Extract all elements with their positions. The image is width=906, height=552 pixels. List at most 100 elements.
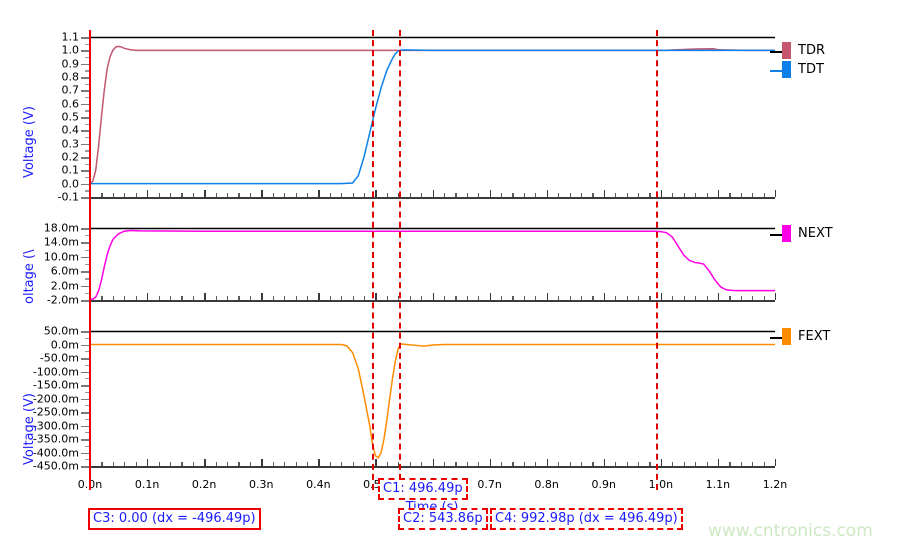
x-tick-minor [112,462,115,466]
x-tick-minor [284,193,286,197]
x-tick-minor [638,296,640,300]
cursor-c2[interactable] [399,30,402,490]
x-tick-minor [695,193,697,197]
x-tick-minor [124,462,126,466]
y-tick-label: 0.1 [61,163,80,177]
y-tick [81,50,90,52]
x-tick-major [660,190,663,197]
x-tick-minor [592,462,594,466]
x-tick-minor [729,296,731,300]
site-watermark: www.cntronics.com [708,521,873,541]
legend-item-fext[interactable]: FEXT [782,328,830,345]
x-tick-minor [421,296,423,300]
x-tick-minor [580,193,583,197]
x-tick-minor [683,462,685,466]
x-tick-major [717,293,720,300]
x-tick-major [432,293,434,300]
y-tick [81,452,90,455]
x-tick-minor [398,296,400,300]
x-tick-minor [558,193,560,197]
x-tick-minor [421,193,423,197]
x-tick-minor [443,462,446,466]
cursor-annotation-c2[interactable]: C2: 543.86p [398,508,488,530]
legend-item-next[interactable]: NEXT [782,225,833,242]
y-tick [81,439,90,441]
x-tick-minor [112,296,115,300]
y-tick-minor [85,137,90,139]
x-tick-minor [466,462,468,466]
y-tick-minor [85,249,90,251]
x-tick-minor [101,462,103,466]
x-tick-minor [158,296,160,300]
y-tick [81,242,90,244]
y-tick [81,63,90,66]
x-tick-major [603,293,606,300]
x-tick-minor [558,462,560,466]
x-tick-minor [398,462,400,466]
next-panel [89,227,775,301]
cursor-annotation-c4[interactable]: C4: 992.98p (dx = 496.49p) [490,508,683,530]
x-tick-minor [306,193,309,197]
y-tick-minor [85,378,90,380]
x-axis-spine [90,300,775,302]
cursor-c4[interactable] [655,30,658,490]
trace-tdt [90,49,775,185]
y-tick-label: 0.8 [61,70,80,84]
x-tick-label: 0.8n [534,478,559,491]
x-tick-major [489,459,491,466]
x-tick-major [546,293,549,300]
x-tick-major [375,459,377,466]
cursor-c3[interactable] [89,30,91,490]
legend-dash-next [770,234,782,236]
tdr-tdt-traces [89,36,775,185]
fext-trace [90,330,775,460]
x-tick-label: 0.3n [249,478,274,491]
x-tick-minor [238,462,240,466]
x-tick-minor [649,193,651,197]
cursor-annotation-c1[interactable]: C1: 496.49p [378,478,468,500]
x-tick-major [717,190,720,197]
x-tick-minor [238,296,240,300]
y-tick-minor [85,235,90,237]
x-tick-minor [364,296,366,300]
x-axis-spine [90,466,775,468]
x-tick-major [660,459,663,466]
x-tick-major [375,190,377,197]
x-tick-major [204,293,206,300]
x-tick-major [147,293,149,300]
y-tick-label: 0.3 [61,137,80,151]
y-tick-label: 50.0m [43,324,79,338]
x-tick-minor [169,462,172,466]
x-tick-minor [626,462,628,466]
trace-next [89,229,775,301]
cursor-c1[interactable] [372,30,375,490]
legend-item-tdt[interactable]: TDT [782,61,824,78]
y-tick [81,344,90,347]
x-tick-minor [364,462,366,466]
x-tick-minor [227,462,229,466]
y-tick [81,271,90,273]
x-tick-minor [752,296,754,300]
x-tick-minor [284,296,286,300]
legend-item-tdr[interactable]: TDR [782,42,825,59]
y-tick-minor [85,177,90,179]
x-tick-minor [181,193,183,197]
cursor-annotation-c3[interactable]: C3: 0.00 (dx = -496.49p) [88,508,261,530]
legend-label-tdt: TDT [798,62,824,77]
x-tick-minor [272,462,274,466]
x-tick-label: 0.2n [191,478,217,491]
x-tick-minor [672,193,674,197]
x-tick-minor [443,193,446,197]
x-tick-major [318,459,320,466]
x-tick-minor [626,193,628,197]
x-tick-minor [329,462,331,466]
y-tick-minor [85,83,90,85]
y-tick [81,300,90,302]
y-tick-minor [85,150,90,152]
y-tick-minor [85,405,90,407]
y-tick [81,183,90,186]
x-tick-minor [227,193,229,197]
x-tick-minor [683,296,685,300]
x-tick-minor [169,193,172,197]
